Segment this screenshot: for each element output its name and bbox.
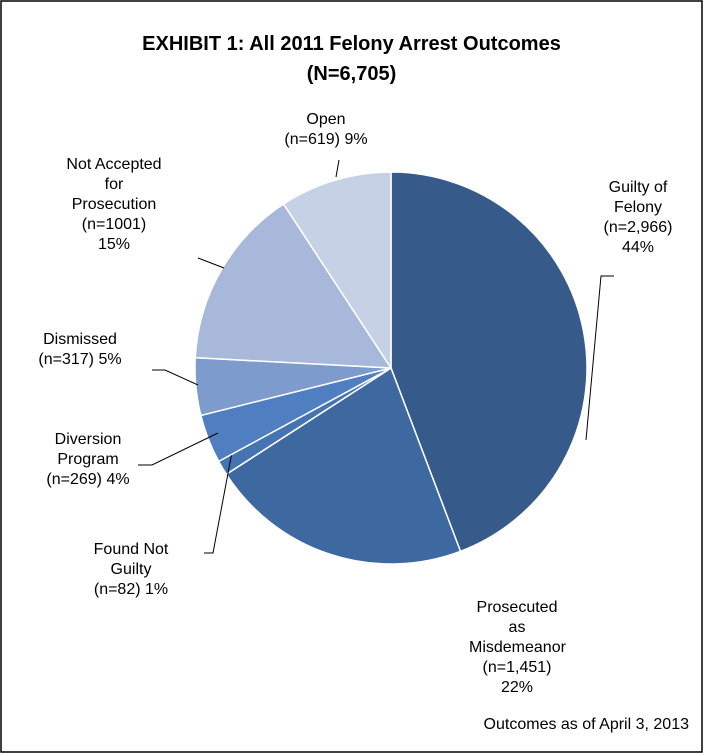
value-row: (n=619) 9% [246, 130, 406, 150]
value-label: (n=1001) [81, 216, 147, 233]
category-label: Guilty of Felony [608, 179, 668, 216]
value-label: (n=82) [93, 581, 141, 598]
pie-slice [282, 171, 392, 371]
slice-label: Dismissed (n=317) 5% [0, 330, 160, 370]
slice-label: Diversion Program (n=269) 4% [8, 430, 168, 490]
pie-slice [390, 171, 588, 553]
chart-title: EXHIBIT 1: All 2011 Felony Arrest Outcom… [142, 33, 561, 55]
slice-label: Open (n=619) 9% [246, 110, 406, 150]
value-label: (n=2,966) [603, 219, 673, 236]
slice-label: Not Accepted for Prosecution (n=1001) 15% [34, 155, 194, 255]
percent-label: 5% [98, 351, 122, 368]
leader-line [204, 451, 233, 554]
note: Outcomes as of April 3, 2013 [483, 716, 689, 733]
slice-label: Guilty of Felony (n=2,966) 44% [558, 178, 703, 258]
percent-label: 4% [106, 471, 130, 488]
percent-label: 22% [500, 679, 534, 696]
category-label: Not Accepted for Prosecution [66, 156, 162, 213]
pie-slice [194, 203, 393, 369]
percent-label: 44% [621, 239, 655, 256]
leader-line [138, 432, 219, 466]
value-row: (n=82) 1% [51, 580, 211, 600]
value-row: (n=317) 5% [0, 350, 160, 370]
category-label: Dismissed [43, 331, 117, 348]
leader-line [585, 275, 614, 441]
value-label: (n=619) [284, 131, 340, 148]
leader-line [197, 257, 225, 269]
pie-slice [225, 366, 462, 565]
category-label: Found Not Guilty [93, 541, 169, 578]
value-label: (n=269) [46, 471, 102, 488]
value-row: (n=269) 4% [8, 470, 168, 490]
chart-subtitle: (N=6,705) [306, 63, 397, 85]
slice-label: Prosecuted as Misdemeanor (n=1,451) 22% [437, 598, 597, 698]
value-label: (n=1,451) [482, 659, 552, 676]
percent-label: 1% [145, 581, 169, 598]
value-label: (n=317) [38, 351, 94, 368]
category-label: Diversion Program [54, 431, 122, 468]
percent-label: 15% [97, 236, 131, 253]
leader-line [152, 369, 199, 386]
leader-line [335, 159, 340, 178]
percent-label: 9% [344, 131, 368, 148]
category-label: Open [306, 111, 346, 128]
slice-label: Found Not Guilty (n=82) 1% [51, 540, 211, 600]
category-label: Prosecuted as Misdemeanor [469, 599, 566, 656]
